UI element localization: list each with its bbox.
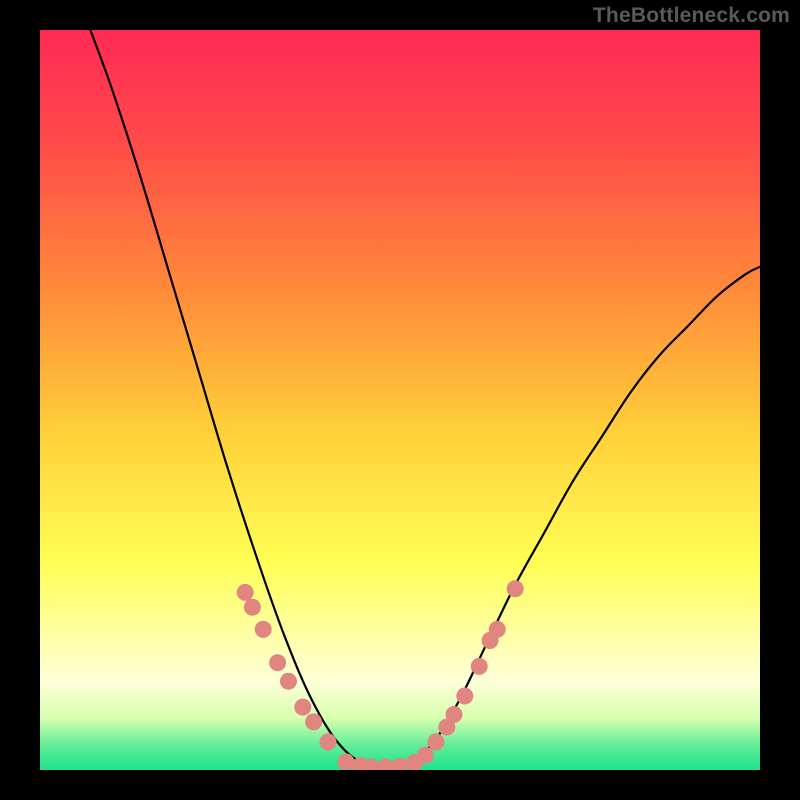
data-marker bbox=[269, 654, 286, 671]
watermark-text: TheBottleneck.com bbox=[593, 4, 790, 28]
data-marker bbox=[255, 621, 272, 638]
data-marker bbox=[446, 706, 463, 723]
data-marker bbox=[507, 580, 524, 597]
data-marker bbox=[471, 658, 488, 675]
data-marker bbox=[280, 673, 297, 690]
data-marker bbox=[237, 584, 254, 601]
data-marker bbox=[489, 621, 506, 638]
data-marker bbox=[456, 688, 473, 705]
data-marker bbox=[428, 733, 445, 750]
plot-background bbox=[40, 30, 760, 770]
data-marker bbox=[320, 733, 337, 750]
bottleneck-chart bbox=[0, 0, 800, 800]
chart-container: TheBottleneck.com bbox=[0, 0, 800, 800]
data-marker bbox=[338, 753, 355, 770]
data-marker bbox=[244, 599, 261, 616]
data-marker bbox=[417, 747, 434, 764]
data-marker bbox=[392, 758, 409, 775]
data-marker bbox=[294, 699, 311, 716]
data-marker bbox=[305, 713, 322, 730]
